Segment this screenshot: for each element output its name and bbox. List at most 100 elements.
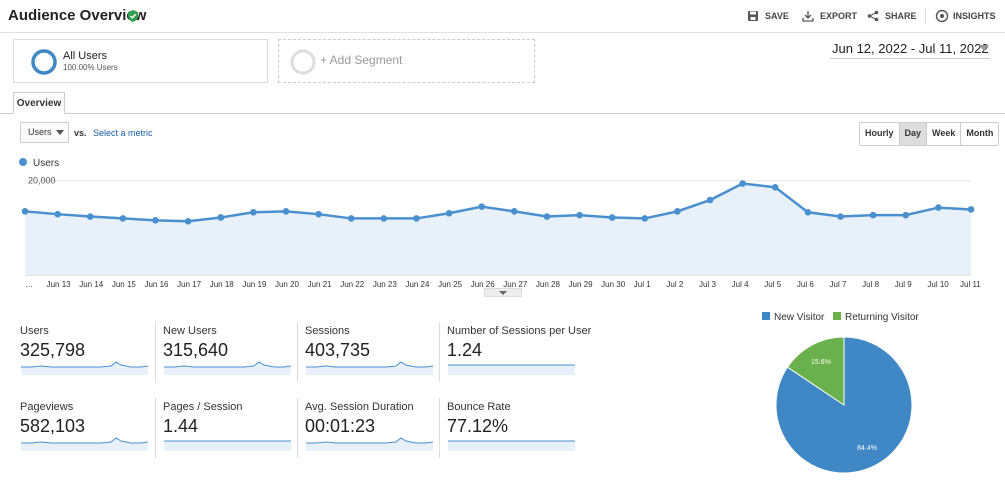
collapse-arrow [499,291,507,295]
metric-name: Users [28,127,52,137]
x-tick-label: Jul 9 [895,280,912,289]
granularity-button[interactable]: Week [926,123,961,145]
metric-label: Avg. Session Duration [305,401,414,413]
x-tick-label: Jun 16 [144,280,169,289]
x-tick-label: Jun 22 [340,280,365,289]
point [315,210,322,218]
slice-label: 84.4% [857,445,877,452]
metric-value: 582,103 [20,416,86,436]
x-tick-label: Jul 1 [634,280,651,289]
legend-swatch [762,312,770,320]
metric-value: 00:01:23 [305,416,376,436]
point [152,217,159,224]
export-action[interactable]: EXPORT [820,11,858,21]
point [86,213,94,220]
point [478,203,485,210]
point [967,206,975,213]
page-title: Audience Overview [8,7,147,24]
metric-label: Sessions [305,325,350,337]
point [54,210,61,218]
insights-icon [935,9,949,23]
verified-icon [128,10,138,22]
x-tick-label: Jul 3 [699,280,716,289]
point [413,215,420,222]
x-tick-label: Jul 7 [830,280,847,289]
point [119,215,127,222]
pie-slice [786,336,845,406]
line [24,182,972,223]
sparkline-area [164,441,291,451]
add-segment-card[interactable] [278,39,535,83]
x-tick-label: Jun 27 [503,280,528,289]
segment-card[interactable] [13,39,268,83]
x-tick-label: Jun 18 [210,280,235,289]
overview-tab[interactable]: Overview [13,92,65,114]
granularity-button[interactable]: Day [898,123,927,145]
point [641,215,649,222]
metric-value: 77.12% [447,416,509,436]
save-action[interactable]: SAVE [765,11,789,21]
point [935,204,942,211]
legend-label: Users [33,158,59,169]
legend-label: Returning Visitor [845,312,919,323]
insights-action[interactable]: INSIGHTS [953,11,996,21]
point [445,209,453,217]
x-tick-label: Jun 25 [438,280,463,289]
x-tick-label: … [25,280,33,289]
point [576,211,583,219]
point [250,209,257,216]
select-metric[interactable]: Select a metric [93,128,153,138]
x-tick-label: Jun 15 [112,280,137,289]
x-tick-label: Jul 10 [927,280,949,289]
metric-value: 1.44 [163,416,199,436]
slice-label: 15.6% [811,359,831,366]
sparkline [21,361,149,375]
pie-slice [775,336,913,474]
metric-divider [155,322,156,382]
add-segment[interactable]: + Add Segment [320,53,403,67]
x-tick-label: Jun 26 [471,280,496,289]
point [804,209,812,216]
export-icon [802,11,814,22]
metric-label: Pages / Session [163,401,243,413]
x-tick-label: Jun 19 [242,280,267,289]
x-tick-label: Jun 14 [79,280,104,289]
share-action[interactable]: SHARE [885,11,917,21]
point [608,214,616,221]
point [706,196,714,204]
sparkline [448,364,575,375]
point [837,213,844,220]
point [282,208,290,215]
metric-divider [297,322,298,382]
metric-divider [155,398,156,458]
metric-label: Pageviews [20,401,74,413]
metric-value: 325,798 [20,340,86,360]
sparkline-line [164,361,292,368]
sparkline-line [21,361,149,368]
metric-dropdown[interactable]: Users [20,122,69,143]
point [347,215,355,222]
date-range[interactable]: Jun 12, 2022 - Jul 11, 2022 [832,41,989,56]
sparkline [164,440,291,451]
x-tick-label: Jun 21 [308,280,333,289]
vs-label: vs. [74,128,87,138]
x-tick-label: Jul 2 [666,280,683,289]
legend-label: New Visitor [774,312,825,323]
x-tick-label: Jun 23 [373,280,398,289]
granularity-button[interactable]: Hourly [860,123,899,145]
segment-ring [31,49,57,75]
sparkline-area [306,438,433,451]
x-tick-label: Jul 11 [960,280,981,289]
sparkline [164,361,292,375]
sparkline-line [21,437,149,444]
sparkline [306,437,434,451]
metric-value: 403,735 [305,340,371,360]
metric-label: Bounce Rate [447,401,511,413]
date-arrow [979,45,989,51]
granularity-button[interactable]: Month [960,123,999,145]
x-tick-label: Jul 6 [797,280,814,289]
point [674,208,681,215]
granularity-group: Hourly Day Week Month [859,122,1000,146]
divider [925,8,926,24]
